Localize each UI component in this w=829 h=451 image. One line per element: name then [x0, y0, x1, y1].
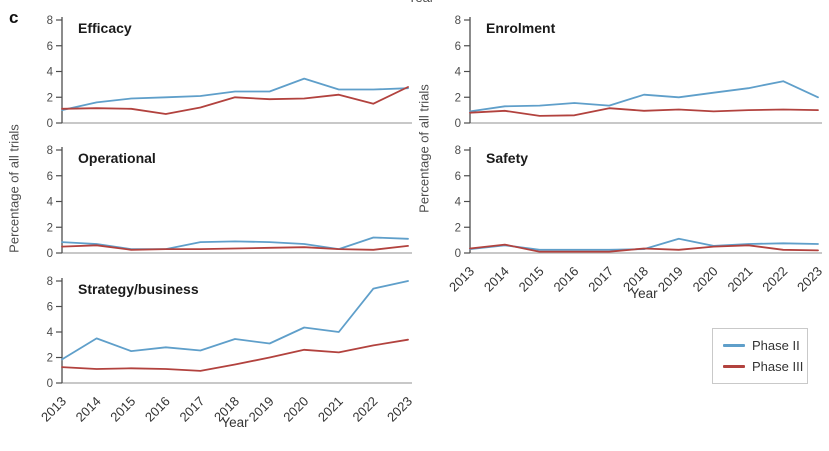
- chart-title: Efficacy: [78, 20, 132, 36]
- x-tick-label: 2022: [759, 264, 790, 295]
- y-axis-label-left: Percentage of all trials: [6, 124, 22, 253]
- y-tick-label: 2: [47, 222, 53, 234]
- x-tick-label: 2015: [107, 394, 138, 425]
- chart-efficacy: 0 2 4 6 8 Efficacy: [47, 15, 412, 130]
- x-axis-title: Year: [221, 415, 249, 430]
- y-tick-label: 4: [455, 197, 462, 209]
- x-tick-label: 2023: [384, 394, 415, 425]
- y-tick-label: 8: [455, 145, 461, 157]
- x-tick-label: 2020: [280, 394, 311, 425]
- legend-label-phase-iii: Phase III: [752, 359, 804, 374]
- line-phase-iii: [469, 243, 819, 253]
- y-tick-label: 0: [455, 248, 461, 260]
- line-phase-ii: [61, 77, 409, 111]
- x-tick-label: 2017: [585, 264, 616, 295]
- x-tick-label: 2022: [349, 394, 380, 425]
- line-phase-iii: [61, 244, 409, 251]
- y-tick-label: 8: [47, 145, 53, 157]
- y-tick-label: 8: [47, 276, 53, 288]
- chart-title: Safety: [486, 150, 528, 166]
- line-phase-iii: [469, 107, 819, 117]
- x-tick-label: 2016: [142, 394, 173, 425]
- x-tick-label: 2017: [176, 394, 207, 425]
- y-tick-label: 6: [47, 171, 53, 183]
- y-tick-label: 8: [455, 15, 461, 27]
- y-tick-label: 4: [47, 327, 54, 339]
- y-tick-label: 0: [455, 118, 461, 130]
- phase-ii-line-swatch: [723, 344, 745, 347]
- y-tick-label: 6: [47, 41, 53, 53]
- x-tick-label: 2019: [246, 394, 277, 425]
- phase-iii-line-swatch: [723, 365, 745, 368]
- x-tick-label: 2014: [481, 264, 512, 295]
- x-tick-label: 2014: [73, 394, 104, 425]
- y-tick-label: 2: [455, 92, 461, 104]
- cropped-year-text: Year: [399, 0, 443, 5]
- y-tick-label: 0: [47, 118, 53, 130]
- chart-title: Strategy/business: [78, 281, 199, 297]
- x-tick-label: 2013: [446, 264, 477, 295]
- y-tick-label: 6: [455, 171, 461, 183]
- y-tick-label: 2: [47, 353, 53, 365]
- y-tick-label: 0: [47, 378, 53, 390]
- y-tick-label: 2: [47, 92, 53, 104]
- x-tick-label: 2015: [516, 264, 547, 295]
- chart-operational: 0 2 4 6 8 Operational: [47, 145, 412, 260]
- legend-item-phase-iii: Phase III: [723, 359, 807, 374]
- x-tick-label: 2020: [690, 264, 721, 295]
- line-phase-iii: [61, 86, 409, 115]
- line-phase-ii: [61, 280, 409, 361]
- line-phase-ii: [469, 80, 819, 113]
- x-tick-label: 2013: [38, 394, 69, 425]
- chart-title: Operational: [78, 150, 156, 166]
- x-tick-label: 2021: [315, 394, 346, 425]
- line-phase-iii: [61, 338, 409, 372]
- y-tick-label: 2: [455, 222, 461, 234]
- legend-label-phase-ii: Phase II: [752, 338, 800, 353]
- y-tick-label: 8: [47, 15, 53, 27]
- cropped-year-label: Year: [399, 0, 443, 7]
- x-tick-label: 2019: [655, 264, 686, 295]
- y-tick-label: 4: [47, 197, 54, 209]
- y-tick-label: 0: [47, 248, 53, 260]
- y-tick-label: 4: [47, 67, 54, 79]
- x-tick-label: 2023: [794, 264, 825, 295]
- legend: Phase II Phase III: [712, 328, 808, 384]
- chart-enrolment: 0 2 4 6 8 Enrolment: [455, 15, 822, 130]
- y-tick-label: 6: [455, 41, 461, 53]
- y-tick-label: 4: [455, 67, 462, 79]
- legend-item-phase-ii: Phase II: [723, 338, 807, 353]
- x-axis-title: Year: [630, 286, 658, 301]
- y-tick-label: 6: [47, 302, 53, 314]
- x-tick-label: 2021: [724, 264, 755, 295]
- x-tick-label: 2016: [550, 264, 581, 295]
- chart-title: Enrolment: [486, 20, 556, 36]
- panel-letter: c: [9, 8, 19, 27]
